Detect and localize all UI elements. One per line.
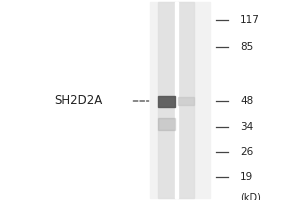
- Text: 85: 85: [240, 42, 253, 52]
- Text: 117: 117: [240, 15, 260, 25]
- Text: 48: 48: [240, 96, 253, 106]
- Bar: [158, 118, 175, 130]
- Bar: [178, 2, 194, 198]
- Bar: [158, 96, 175, 106]
- Text: 19: 19: [240, 172, 253, 182]
- Text: (kD): (kD): [240, 192, 261, 200]
- Text: SH2D2A: SH2D2A: [54, 95, 102, 108]
- Text: 34: 34: [240, 122, 253, 132]
- Bar: [178, 97, 194, 105]
- Bar: [150, 2, 210, 198]
- Text: 26: 26: [240, 147, 253, 157]
- Bar: [158, 2, 175, 198]
- Bar: [175, 2, 178, 198]
